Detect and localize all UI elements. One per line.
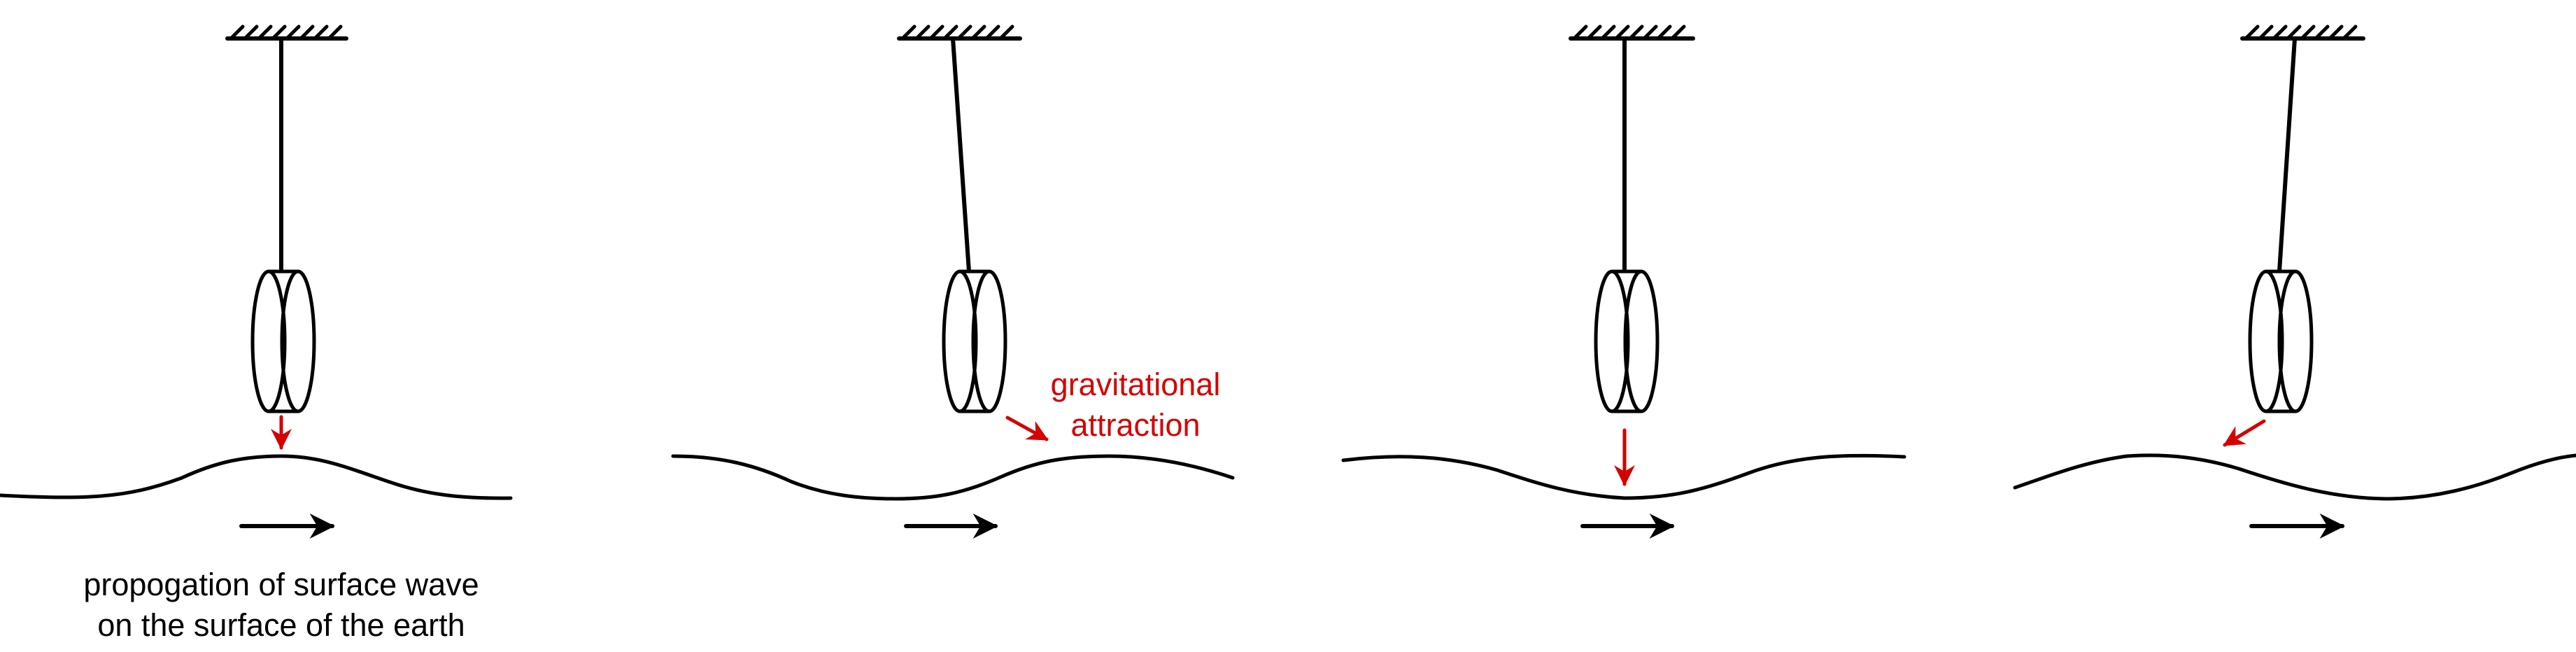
pendulum-rod — [951, 36, 971, 274]
ground-wave — [1341, 453, 1906, 500]
pendulum-mass-icon — [2248, 269, 2314, 413]
pendulum-mass-icon — [1594, 269, 1659, 413]
ground-wave — [2013, 453, 2576, 501]
pendulum-rod — [2277, 36, 2297, 274]
gravity-force-arrow-icon — [2223, 419, 2266, 447]
propagation-caption-line-2: on the surface of the earth — [97, 607, 465, 643]
panel-4 — [2013, 24, 2576, 539]
panel-1: propogation of surface wave on the surfa… — [0, 24, 513, 643]
panel-3 — [1341, 24, 1906, 539]
panel-2: gravitational attraction — [671, 24, 1235, 539]
gravity-force-arrow-icon — [1005, 416, 1049, 441]
ground-wave — [671, 454, 1235, 501]
ground-wave — [0, 454, 513, 500]
propagation-caption-line-1: propogation of surface wave — [83, 567, 479, 602]
pendulum-mass-icon — [942, 269, 1007, 413]
gravity-label-line-1: gravitational — [1051, 367, 1221, 402]
gravity-label-line-2: attraction — [1070, 407, 1200, 443]
pendulum-mass-icon — [250, 269, 316, 413]
mount-hatch-icon — [897, 24, 1022, 41]
mount-hatch-icon — [2240, 24, 2365, 41]
mount-hatch-icon — [225, 24, 348, 41]
mount-hatch-icon — [1569, 24, 1695, 41]
